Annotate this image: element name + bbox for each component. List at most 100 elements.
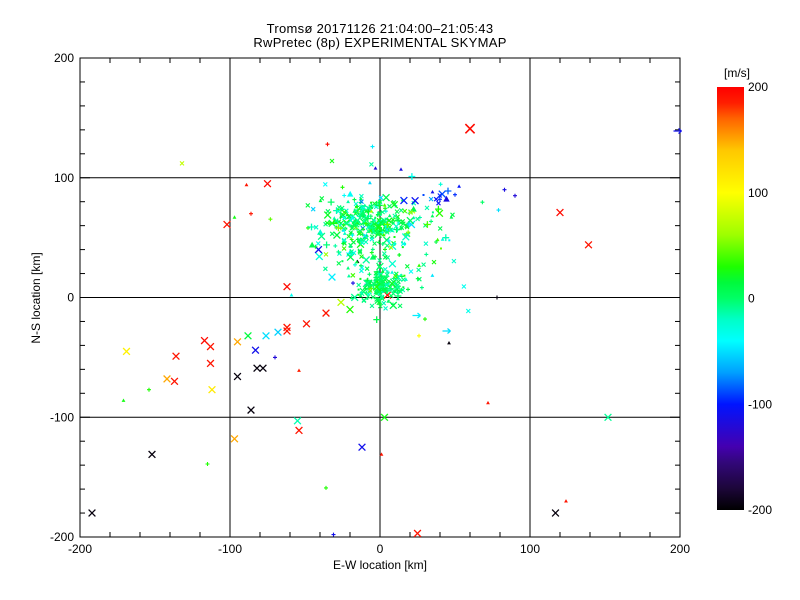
data-point [359, 199, 364, 204]
data-point [401, 246, 404, 249]
data-point [422, 194, 425, 196]
x-tick-labels: -200 -100 0 100 200 [68, 542, 690, 556]
data-point [423, 241, 429, 246]
data-point [337, 208, 340, 211]
data-point [323, 252, 329, 257]
data-point [390, 200, 399, 209]
data-point [404, 277, 408, 281]
data-point [179, 161, 185, 166]
data-point [121, 398, 126, 402]
data-point [443, 195, 450, 202]
data-point [399, 167, 403, 171]
data-point [362, 256, 371, 264]
data-point [336, 219, 342, 225]
data-point [354, 204, 359, 209]
data-point [346, 190, 354, 197]
x-tick-label: -100 [218, 542, 242, 556]
data-point [339, 212, 342, 215]
data-point [373, 278, 378, 283]
data-point [363, 239, 369, 245]
colorbar-tick-label: -200 [748, 503, 772, 517]
data-point [359, 263, 363, 268]
data-point [378, 195, 384, 201]
data-point [361, 298, 367, 304]
data-point [313, 224, 319, 230]
data-point [341, 209, 347, 215]
data-point [223, 220, 231, 229]
data-point [374, 216, 377, 219]
data-point [451, 258, 457, 264]
data-point [346, 199, 350, 204]
data-point [351, 239, 356, 245]
x-tick-label: 0 [377, 542, 384, 556]
data-point [357, 288, 360, 291]
data-point [369, 236, 375, 242]
data-point [421, 262, 426, 267]
data-point [359, 240, 365, 246]
data-point [604, 413, 612, 422]
data-point [361, 227, 366, 232]
data-point [295, 426, 303, 435]
data-point [430, 273, 435, 277]
data-point [386, 281, 389, 284]
data-point [362, 218, 367, 223]
data-point [404, 264, 410, 269]
data-point [328, 273, 336, 281]
data-point [408, 173, 416, 180]
data-point [378, 288, 383, 293]
data-point [387, 213, 392, 218]
data-point [393, 223, 399, 229]
data-point [384, 230, 390, 235]
data-point [333, 231, 341, 239]
y-tick-labels: -200 -100 0 100 200 [50, 51, 74, 544]
data-point [398, 208, 404, 213]
data-point [402, 286, 405, 289]
data-point [122, 347, 131, 356]
data-point [359, 237, 364, 242]
data-point [350, 293, 359, 302]
data-point [230, 434, 239, 443]
data-point [274, 328, 282, 337]
data-point [367, 272, 372, 277]
data-point [397, 303, 403, 309]
data-point [244, 182, 249, 187]
data-point [372, 218, 377, 223]
data-point [208, 385, 216, 394]
data-point [377, 303, 383, 309]
data-point [374, 200, 379, 205]
data-point [408, 269, 414, 274]
data-point [315, 241, 321, 246]
data-point [365, 205, 371, 211]
data-point [359, 291, 364, 295]
data-point [390, 220, 395, 225]
data-point [342, 231, 347, 235]
data-point [283, 323, 291, 332]
data-point [447, 341, 451, 345]
x-tick-label: -200 [68, 542, 92, 556]
data-point [437, 197, 442, 202]
data-point [389, 295, 392, 298]
data-point [385, 270, 390, 275]
data-point [400, 241, 406, 247]
data-point [380, 242, 385, 246]
data-point [350, 272, 356, 278]
data-point [357, 249, 363, 255]
data-point [331, 218, 338, 225]
data-point [502, 187, 507, 192]
data-point [363, 286, 368, 291]
data-point [412, 312, 421, 319]
data-point [353, 220, 356, 222]
data-point [434, 205, 442, 213]
y-tick-label: -100 [50, 410, 74, 424]
data-point [367, 288, 373, 293]
data-point [402, 208, 408, 214]
data-point [308, 241, 316, 248]
data-point [383, 247, 387, 252]
data-point [329, 231, 335, 237]
data-point [513, 193, 517, 198]
data-point [364, 266, 370, 272]
data-point [310, 206, 316, 212]
grid-lines [80, 58, 680, 537]
data-point [430, 214, 435, 218]
data-point [399, 225, 405, 231]
